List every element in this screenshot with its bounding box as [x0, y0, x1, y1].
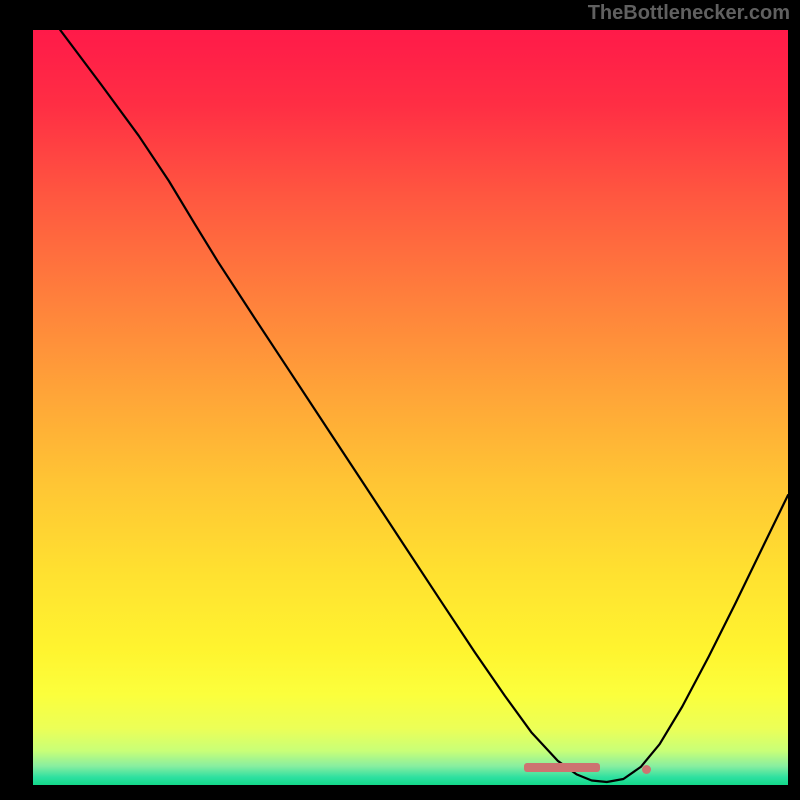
x-axis	[30, 785, 788, 788]
watermark-text: TheBottlenecker.com	[588, 2, 790, 25]
bottleneck-curve	[33, 30, 788, 785]
y-axis	[30, 30, 33, 788]
marker-bar	[524, 763, 600, 772]
chart-container: TheBottlenecker.com	[0, 0, 800, 800]
curve-path	[60, 30, 788, 782]
plot-area	[33, 30, 788, 785]
marker-dot	[642, 765, 651, 774]
